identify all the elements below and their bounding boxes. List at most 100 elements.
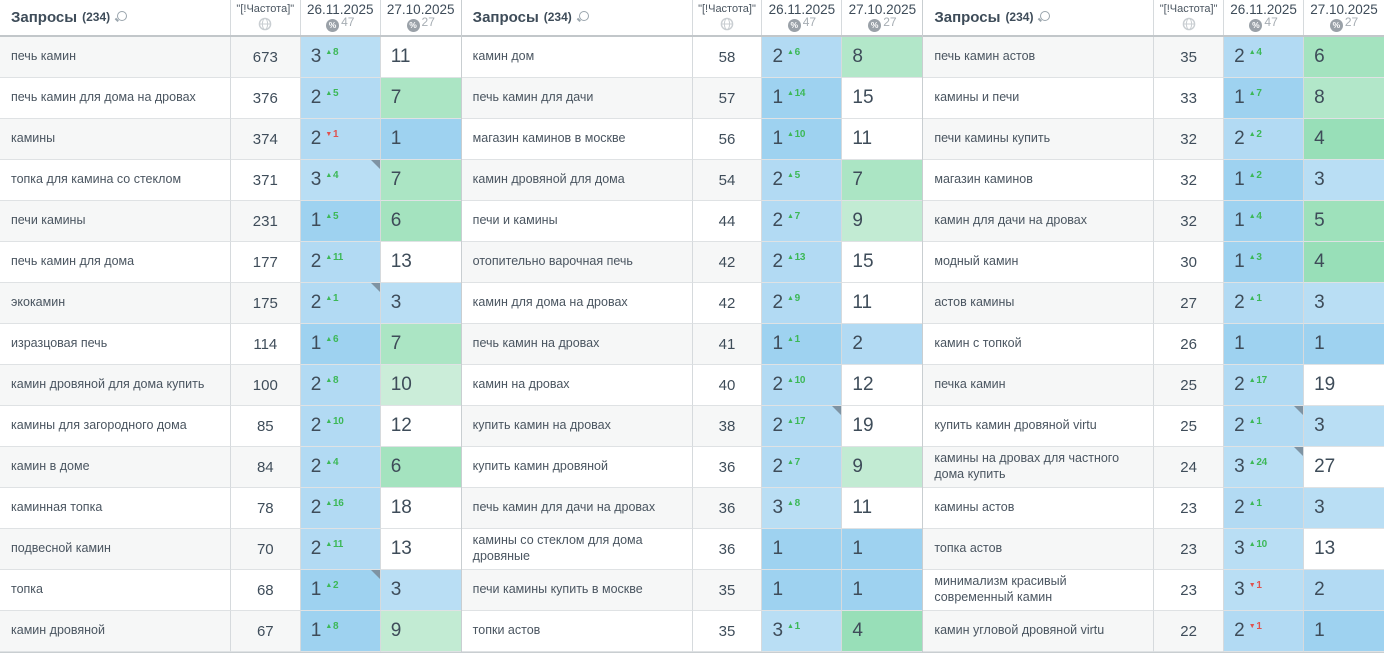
position-cell-previous[interactable]: 3 [380,570,461,611]
position-cell-previous[interactable]: 12 [842,365,923,406]
query-cell[interactable]: купить камин дровяной [461,447,693,488]
query-cell[interactable]: астов камины [923,283,1155,324]
query-cell[interactable]: печь камин для дачи на дровах [461,488,693,529]
position-cell-previous[interactable]: 1 [1304,324,1384,365]
position-cell-previous[interactable]: 11 [380,37,461,78]
position-cell-current[interactable]: 1 [762,529,843,570]
position-cell-previous[interactable]: 3 [1304,283,1384,324]
date-column-header-previous[interactable]: 27.10.2025 % 27 [842,0,922,35]
position-cell-previous[interactable]: 11 [842,488,923,529]
query-cell[interactable]: топка астов [923,529,1155,570]
query-cell[interactable]: камины [0,119,231,160]
note-marker-icon[interactable] [370,570,380,579]
note-marker-icon[interactable] [1294,406,1304,415]
position-cell-previous[interactable]: 6 [380,201,461,242]
query-cell[interactable]: камин дом [461,37,693,78]
position-cell-current[interactable]: 2 ▲10 [300,406,381,447]
frequency-header[interactable]: "[!Частота]" [693,0,763,35]
position-cell-previous[interactable]: 3 [380,283,461,324]
position-cell-current[interactable]: 2 ▲13 [762,242,843,283]
position-cell-current[interactable]: 2 ▲4 [1224,37,1305,78]
query-cell[interactable]: печь камин [0,37,231,78]
position-cell-previous[interactable]: 10 [380,365,461,406]
position-cell-current[interactable]: 1 ▲7 [1224,78,1305,119]
position-cell-previous[interactable]: 2 [1304,570,1384,611]
query-cell[interactable]: печь камин для дачи [461,78,693,119]
query-cell[interactable]: камины для загородного дома [0,406,231,447]
note-marker-icon[interactable] [370,160,380,169]
date-column-header-previous[interactable]: 27.10.2025 % 27 [1304,0,1384,35]
position-cell-previous[interactable]: 7 [842,160,923,201]
position-cell-current[interactable]: 2 ▲1 [300,283,381,324]
position-cell-current[interactable]: 2 ▲7 [762,447,843,488]
position-cell-previous[interactable]: 6 [380,447,461,488]
query-cell[interactable]: изразцовая печь [0,324,231,365]
query-cell[interactable]: магазин каминов [923,160,1155,201]
query-cell[interactable]: печь камин на дровах [461,324,693,365]
position-cell-current[interactable]: 2 ▲2 [1224,119,1305,160]
position-cell-previous[interactable]: 2 [842,324,923,365]
query-cell[interactable]: камин для дачи на дровах [923,201,1155,242]
position-cell-previous[interactable]: 4 [1304,242,1384,283]
position-cell-previous[interactable]: 11 [842,283,923,324]
query-cell[interactable]: каминная топка [0,488,231,529]
query-cell[interactable]: топка [0,570,231,611]
position-cell-previous[interactable]: 13 [380,529,461,570]
query-cell[interactable]: топка для камина со стеклом [0,160,231,201]
position-cell-current[interactable]: 1 ▲2 [1224,160,1305,201]
position-cell-previous[interactable]: 3 [1304,406,1384,447]
position-cell-current[interactable]: 2 ▲8 [300,365,381,406]
position-cell-current[interactable]: 2 ▲10 [762,365,843,406]
position-cell-current[interactable]: 1 ▲10 [762,119,843,160]
frequency-header[interactable]: "[!Частота]" [1154,0,1225,35]
position-cell-current[interactable]: 2 ▲7 [762,201,843,242]
query-cell[interactable]: купить камин на дровах [461,406,693,447]
position-cell-current[interactable]: 3 ▲8 [762,488,843,529]
position-cell-current[interactable]: 2 ▲6 [762,37,843,78]
query-cell[interactable]: минимализм красивый современный камин [923,570,1155,611]
query-cell[interactable]: камины и печи [923,78,1155,119]
date-column-header-current[interactable]: 26.11.2025 % 47 [301,0,381,35]
position-cell-previous[interactable]: 7 [380,324,461,365]
position-cell-current[interactable]: 3 ▲4 [300,160,381,201]
position-cell-current[interactable]: 1 ▲14 [762,78,843,119]
query-cell[interactable]: модный камин [923,242,1155,283]
position-cell-previous[interactable]: 8 [1304,78,1384,119]
position-cell-current[interactable]: 2 ▲5 [300,78,381,119]
position-cell-previous[interactable]: 19 [842,406,923,447]
query-cell[interactable]: печка камин [923,365,1155,406]
position-cell-previous[interactable]: 9 [842,447,923,488]
position-cell-previous[interactable]: 19 [1304,365,1384,406]
position-cell-current[interactable]: 3 ▼1 [1224,570,1305,611]
position-cell-previous[interactable]: 4 [842,611,923,652]
position-cell-previous[interactable]: 7 [380,78,461,119]
query-cell[interactable]: камин дровяной для дома купить [0,365,231,406]
query-cell[interactable]: печи и камины [461,201,693,242]
position-cell-current[interactable]: 1 ▲5 [300,201,381,242]
query-cell[interactable]: отопительно варочная печь [461,242,693,283]
query-cell[interactable]: печь камин для дома на дровах [0,78,231,119]
position-cell-current[interactable]: 2 ▼1 [1224,611,1305,652]
position-cell-current[interactable]: 1 ▲3 [1224,242,1305,283]
note-marker-icon[interactable] [832,406,842,415]
query-cell[interactable]: экокамин [0,283,231,324]
query-cell[interactable]: камин угловой дровяной virtu [923,611,1155,652]
position-cell-previous[interactable]: 15 [842,78,923,119]
position-cell-current[interactable]: 2 ▲1 [1224,406,1305,447]
position-cell-previous[interactable]: 5 [1304,201,1384,242]
queries-header[interactable]: Запросы (234) [462,0,693,35]
position-cell-current[interactable]: 2 ▲16 [300,488,381,529]
position-cell-previous[interactable]: 12 [380,406,461,447]
query-cell[interactable]: камин с топкой [923,324,1155,365]
position-cell-current[interactable]: 3 ▲1 [762,611,843,652]
query-cell[interactable]: камины на дровах для частного дома купит… [923,447,1155,488]
query-cell[interactable]: камины астов [923,488,1155,529]
position-cell-previous[interactable]: 15 [842,242,923,283]
position-cell-current[interactable]: 2 ▼1 [300,119,381,160]
position-cell-previous[interactable]: 3 [1304,488,1384,529]
position-cell-current[interactable]: 1 ▲1 [762,324,843,365]
query-cell[interactable]: печи камины купить в москве [461,570,693,611]
query-cell[interactable]: топки астов [461,611,693,652]
position-cell-previous[interactable]: 1 [842,570,923,611]
position-cell-current[interactable]: 2 ▲11 [300,242,381,283]
